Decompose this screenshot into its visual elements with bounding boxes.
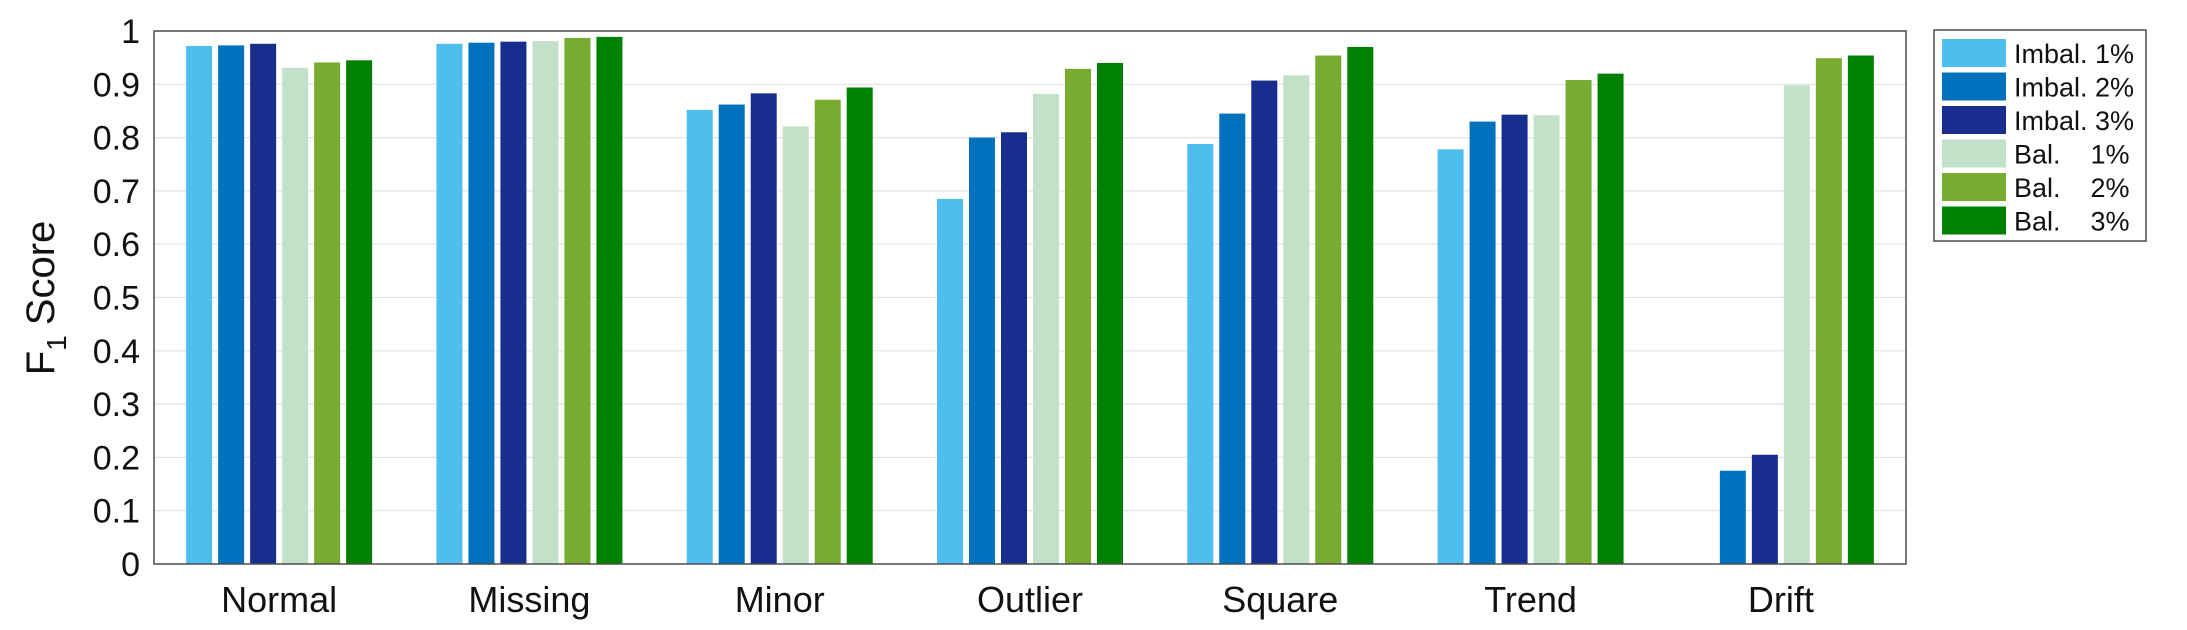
y-axis-title-suffix: Score <box>19 221 63 326</box>
bar-square-series-1 <box>1187 143 1214 564</box>
bar-trend-series-6 <box>1597 73 1624 564</box>
x-tick-label: Missing <box>468 579 590 620</box>
bar-square-series-4 <box>1283 75 1310 564</box>
bar-missing-series-4 <box>532 41 559 564</box>
bar-square-series-6 <box>1347 46 1374 565</box>
legend-label: Bal. 1% <box>2014 140 2130 170</box>
y-tick-label: 0.1 <box>93 493 140 531</box>
bar-drift-series-5 <box>1815 58 1842 565</box>
bar-outlier-series-3 <box>1001 132 1027 564</box>
legend-label: Bal. 2% <box>2014 173 2130 203</box>
y-tick-label: 0.3 <box>93 386 140 424</box>
bar-normal-series-6 <box>346 60 373 564</box>
legend-label: Imbal. 1% <box>2014 39 2134 69</box>
legend-swatch <box>1942 39 2006 67</box>
legend-label: Imbal. 3% <box>2014 106 2134 136</box>
y-axis-title-main: F <box>19 351 63 375</box>
bar-trend-series-2 <box>1469 121 1496 565</box>
x-tick-label: Outlier <box>977 579 1083 620</box>
x-tick-label: Drift <box>1748 579 1814 620</box>
bar-minor-series-4 <box>782 126 809 565</box>
x-tick-label: Trend <box>1484 579 1577 620</box>
bar-outlier-series-5 <box>1065 68 1091 564</box>
bar-square-series-5 <box>1315 55 1342 564</box>
bar-missing-series-1 <box>436 43 463 565</box>
y-tick-label: 1 <box>121 13 140 51</box>
bar-trend-series-3 <box>1501 114 1528 564</box>
legend-label: Imbal. 2% <box>2014 73 2134 103</box>
bar-trend-series-1 <box>1437 149 1464 565</box>
y-tick-label: 0.4 <box>93 333 140 371</box>
y-tick-label: 0.5 <box>93 280 140 318</box>
y-tick-label: 0 <box>121 546 140 584</box>
bar-normal-series-3 <box>250 43 277 565</box>
bar-outlier-series-6 <box>1097 62 1123 564</box>
legend-swatch <box>1942 173 2006 201</box>
bar-square-series-2 <box>1219 113 1246 565</box>
x-tick-label: Normal <box>221 579 337 620</box>
bar-missing-series-3 <box>500 41 527 565</box>
bar-missing-series-6 <box>596 36 623 565</box>
y-tick-label: 0.6 <box>93 226 140 264</box>
legend-swatch <box>1942 106 2006 134</box>
legend: Imbal. 1% Imbal. 2%Imbal. 3% Bal. 1%Bal. 2… <box>1933 29 2147 242</box>
y-tick-labels: 0 0.1 0.2 0.3 0.4 0.5 0.6 0.7 0.8 0.9 1 <box>93 13 140 584</box>
bar-normal-series-4 <box>282 67 309 564</box>
bar-drift-series-4 <box>1783 85 1810 564</box>
legend-swatch <box>1942 139 2006 168</box>
bar-trend-series-5 <box>1565 80 1592 564</box>
y-tick-label: 0.9 <box>93 66 140 104</box>
legend-label: Bal. 3% <box>2014 207 2130 237</box>
bar-outlier-series-1 <box>937 198 963 564</box>
bar-minor-series-5 <box>814 99 841 564</box>
x-tick-label: Minor <box>735 579 825 620</box>
x-tick-label: Square <box>1222 579 1338 620</box>
bar-normal-series-5 <box>314 62 341 565</box>
bar-outlier-series-2 <box>969 137 995 564</box>
y-tick-label: 0.2 <box>93 439 140 477</box>
bar-missing-series-5 <box>564 37 591 564</box>
bar-minor-series-1 <box>686 109 713 564</box>
plot-border <box>153 30 1907 565</box>
bars <box>186 36 1874 565</box>
bar-minor-series-3 <box>750 93 777 565</box>
bar-normal-series-2 <box>218 45 245 565</box>
bar-missing-series-2 <box>468 42 495 564</box>
y-tick-label: 0.8 <box>93 120 140 158</box>
bar-drift-series-6 <box>1847 55 1874 564</box>
bar-minor-series-2 <box>718 104 745 564</box>
bar-minor-series-6 <box>846 87 873 565</box>
bar-trend-series-4 <box>1533 115 1560 565</box>
bar-outlier-series-4 <box>1033 93 1059 565</box>
legend-swatch <box>1942 206 2006 235</box>
bar-square-series-3 <box>1251 80 1278 564</box>
y-axis-title: F1 Score <box>19 221 72 376</box>
y-axis-title-subscript: 1 <box>41 335 72 351</box>
bar-drift-series-2 <box>1719 470 1746 564</box>
legend-swatch <box>1942 72 2006 101</box>
bar-normal-series-1 <box>186 45 213 564</box>
y-tick-label: 0.7 <box>93 173 140 211</box>
x-tick-labels: Normal Missing Minor Outlier Square Trend Drif… <box>221 579 1814 620</box>
bar-drift-series-3 <box>1751 454 1778 564</box>
